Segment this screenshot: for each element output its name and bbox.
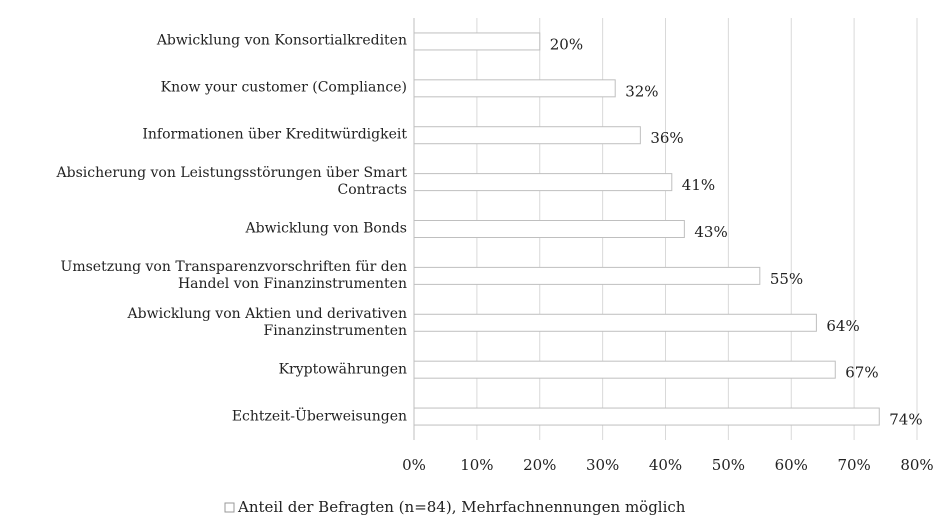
y-tick-label: Absicherung von Leistungsstörungen über …: [56, 165, 408, 199]
y-tick-label: Know your customer (Compliance): [160, 79, 407, 96]
bar: [413, 313, 817, 332]
bar: [413, 407, 880, 426]
data-label: 36%: [650, 129, 683, 147]
x-tick-label: 20%: [523, 456, 556, 474]
data-label: 32%: [625, 82, 658, 100]
x-tick-label: 60%: [775, 456, 808, 474]
data-label: 74%: [889, 411, 922, 429]
data-label: 41%: [682, 176, 715, 194]
y-tick-label: Informationen über Kreditwürdigkeit: [142, 126, 407, 143]
x-tick-label: 30%: [586, 456, 619, 474]
x-tick-label: 0%: [402, 456, 426, 474]
data-label: 20%: [550, 35, 583, 53]
bar: [413, 126, 641, 145]
bar: [413, 360, 836, 379]
x-tick-label: 70%: [837, 456, 870, 474]
legend-label: Anteil der Befragten (n=84), Mehrfachnen…: [237, 498, 686, 516]
data-label: 64%: [826, 317, 859, 335]
x-tick-label: 80%: [900, 456, 933, 474]
y-tick-label: Abwicklung von Aktien und derivativen Fi…: [127, 305, 407, 339]
data-label: 43%: [694, 223, 727, 241]
bar: [413, 32, 541, 51]
bar: [413, 266, 761, 285]
y-tick-label: Kryptowährungen: [278, 361, 407, 378]
bar: [413, 79, 616, 98]
bar: [413, 173, 673, 192]
data-label: 67%: [845, 364, 878, 382]
bar: [413, 220, 685, 238]
data-label: 55%: [770, 270, 803, 288]
y-tick-label: Abwicklung von Konsortialkrediten: [156, 32, 407, 49]
legend-swatch: [224, 502, 235, 513]
y-tick-label: Abwicklung von Bonds: [245, 220, 407, 237]
x-tick-label: 10%: [460, 456, 493, 474]
x-tick-label: 50%: [712, 456, 745, 474]
x-tick-label: 40%: [649, 456, 682, 474]
y-tick-label: Echtzeit-Überweisungen: [231, 408, 407, 425]
y-tick-label: Umsetzung von Transparenzvorschriften fü…: [60, 258, 407, 292]
